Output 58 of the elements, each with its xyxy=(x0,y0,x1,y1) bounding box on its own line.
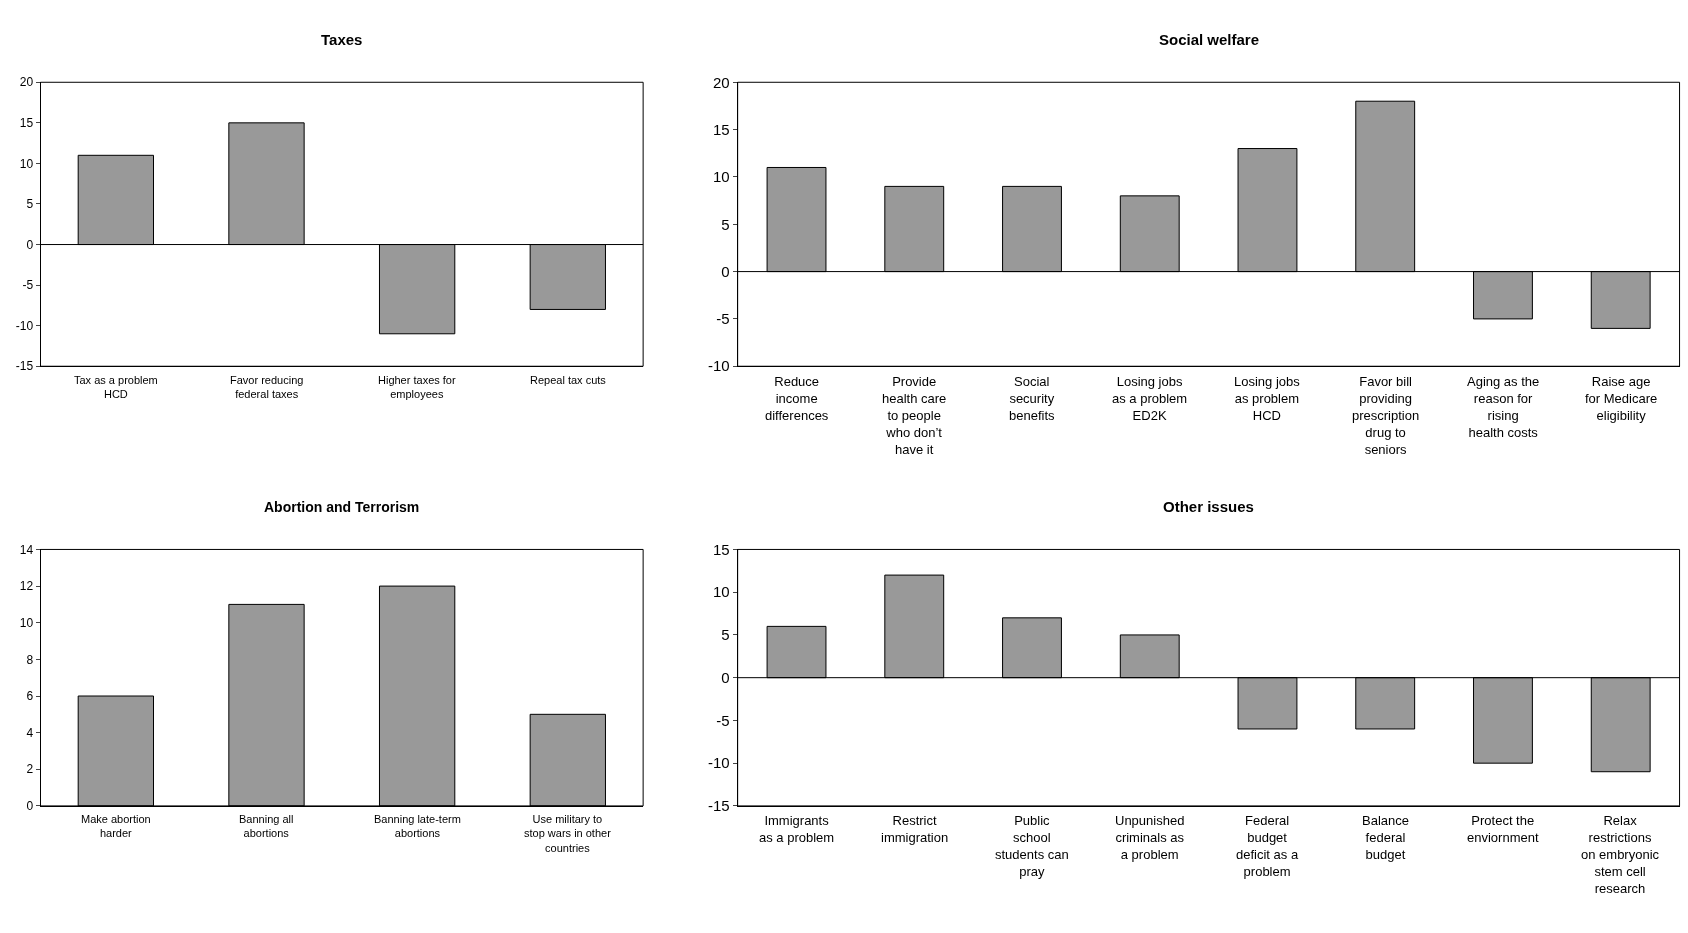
x-tick-label: Reduce income differences xyxy=(765,374,829,423)
x-tick-label: Balance federal budget xyxy=(1362,813,1409,862)
chart-title: Taxes xyxy=(321,31,363,48)
x-tick-label: Repeal tax cuts xyxy=(530,374,607,386)
y-tick-label: 6 xyxy=(26,689,34,704)
y-tick-label: 0 xyxy=(26,237,34,252)
x-tick-label: Aging as the reason for rising health costs xyxy=(1467,374,1540,440)
y-tick-label: 5 xyxy=(26,197,34,212)
x-tick-label: Provide health care to people who don’t have it xyxy=(882,374,947,457)
y-tick-label: 15 xyxy=(712,540,730,558)
y-tick-label: -10 xyxy=(707,754,730,772)
y-tick-label: 20 xyxy=(712,73,730,91)
x-tick-label: Immigrants as a problem xyxy=(759,813,835,845)
x-tick-label: Raise age for Medicare eligibility xyxy=(1585,374,1658,423)
x-tick-label: Federal budget deficit as a problem xyxy=(1236,813,1299,879)
x-tick-label: Banning all abortions xyxy=(239,813,294,840)
y-tick-label: -5 xyxy=(716,310,730,328)
y-tick-label: 15 xyxy=(19,116,34,131)
x-tick-label: Losing jobs as a problem ED2K xyxy=(1112,374,1188,423)
y-tick-label: 20 xyxy=(19,75,34,90)
y-tick-label: 8 xyxy=(26,652,34,667)
x-tick-label: Social security benefits xyxy=(1009,374,1056,423)
x-tick-label: Higher taxes for employees xyxy=(378,374,456,401)
x-tick-label: Make abortion harder xyxy=(81,813,151,840)
x-tick-label: Favor bill providing prescription drug to seniors xyxy=(1352,374,1420,457)
y-tick-label: -15 xyxy=(707,797,730,815)
y-tick-label: -5 xyxy=(716,711,730,729)
x-tick-label: Restrict immigration xyxy=(881,813,949,845)
y-tick-label: 0 xyxy=(721,668,730,686)
x-tick-label: Banning late-term abortions xyxy=(374,813,461,840)
chart-title: Other issues xyxy=(1163,498,1254,515)
x-tick-label: Favor reducing federal taxes xyxy=(230,374,304,401)
y-tick-label: 2 xyxy=(26,762,34,777)
x-tick-label: Losing jobs as problem HCD xyxy=(1234,374,1301,423)
x-tick-label: Tax as a problem HCD xyxy=(74,374,158,401)
y-tick-label: 10 xyxy=(19,156,34,171)
y-tick-label: 10 xyxy=(712,583,730,601)
x-tick-label: Use military to stop wars in other countries xyxy=(524,813,612,854)
y-tick-label: 5 xyxy=(721,215,730,233)
y-tick-label: -15 xyxy=(15,359,34,374)
x-tick-label: Protect the enviornment xyxy=(1467,813,1539,845)
y-tick-label: 10 xyxy=(19,615,34,630)
y-tick-label: 15 xyxy=(712,120,730,138)
y-tick-label: 12 xyxy=(19,579,34,594)
y-tick-label: -10 xyxy=(15,318,34,333)
y-tick-label: 14 xyxy=(19,542,34,557)
y-tick-label: -10 xyxy=(707,357,730,375)
x-tick-label: Unpunished criminals as a problem xyxy=(1115,813,1185,862)
y-tick-label: 0 xyxy=(26,799,34,814)
y-tick-label: 10 xyxy=(712,168,730,186)
chart-title: Abortion and Terrorism xyxy=(264,499,420,515)
x-tick-label: Relax restrictions on embryonic stem cell research xyxy=(1581,813,1660,896)
y-tick-label: 0 xyxy=(721,262,730,280)
y-tick-label: 5 xyxy=(721,626,730,644)
y-tick-label: 4 xyxy=(26,725,34,740)
x-tick-label: Public school students can pray xyxy=(995,813,1069,879)
chart-title: Social welfare xyxy=(1159,31,1260,48)
y-tick-label: -5 xyxy=(22,278,34,293)
